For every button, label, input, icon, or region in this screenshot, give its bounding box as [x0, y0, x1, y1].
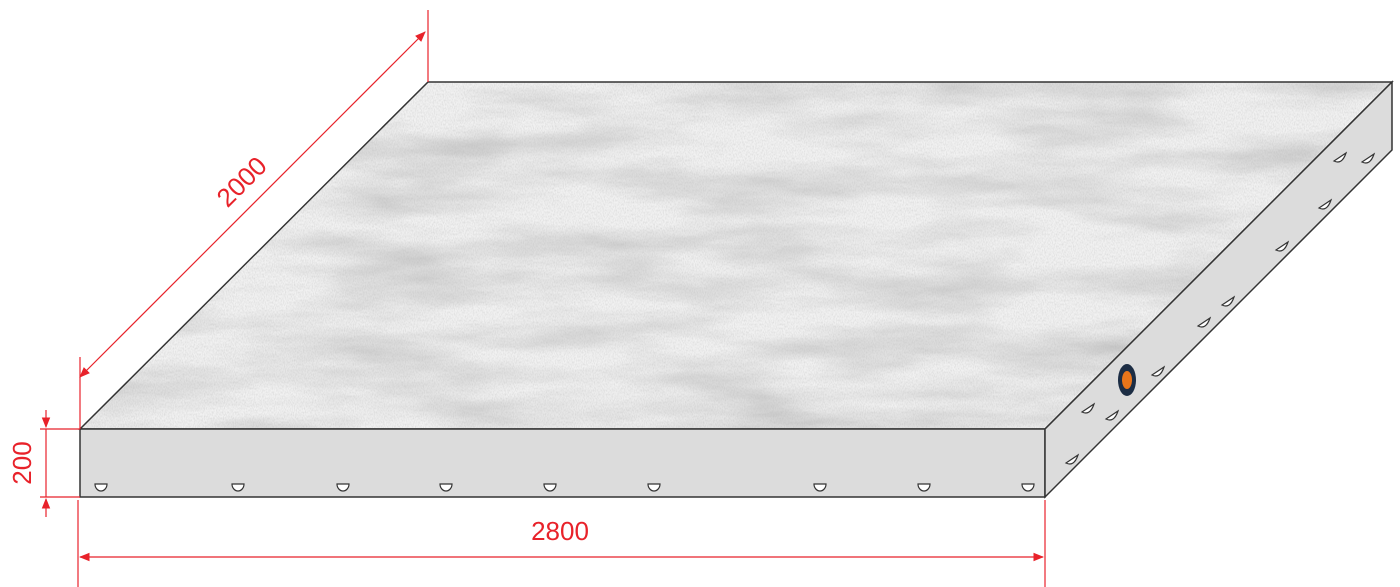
front-insert [94, 483, 108, 492]
slab-top-face [78, 81, 1394, 430]
width-dimension: 2800 [77, 500, 1046, 587]
side-insert [1220, 295, 1236, 307]
side-insert [1360, 152, 1376, 164]
front-insert [543, 483, 557, 492]
height-dimension: 200 [7, 410, 80, 517]
front-insert [813, 483, 827, 492]
front-insert [439, 483, 453, 492]
side-insert [1317, 198, 1333, 210]
side-insert [1080, 402, 1096, 414]
side-insert [1274, 240, 1290, 252]
front-insert [647, 483, 661, 492]
front-insert [1021, 483, 1035, 492]
width-dimension-label: 2800 [531, 516, 589, 546]
height-dimension-label: 200 [7, 441, 37, 484]
front-insert [231, 483, 245, 492]
front-lifting-inserts [94, 483, 1035, 492]
side-insert [1104, 409, 1120, 421]
dowel-connector [1118, 364, 1136, 396]
slab-front-face [79, 428, 1046, 498]
depth-dimension-label: 2000 [211, 151, 273, 213]
front-insert [336, 483, 350, 492]
front-insert [917, 483, 931, 492]
side-insert [1064, 453, 1080, 465]
side-insert [1332, 151, 1348, 163]
side-insert [1196, 316, 1212, 328]
side-lifting-inserts [1064, 151, 1376, 465]
side-insert [1150, 365, 1166, 377]
